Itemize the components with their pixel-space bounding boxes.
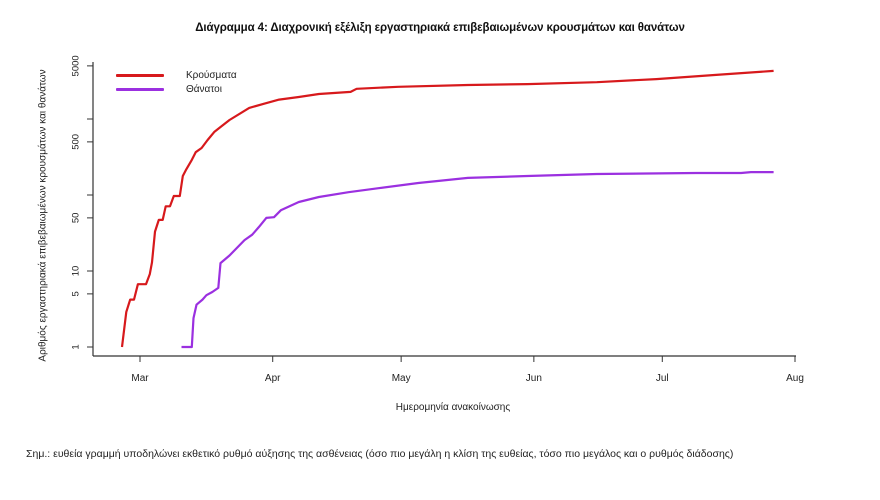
x-tick-label: Apr [265,373,281,384]
y-tick-label: 500 [71,134,82,150]
y-tick-label: 5 [71,291,82,296]
x-tick-label: Aug [786,373,804,384]
y-axis: 1 5 10 50 500 5000 [71,55,94,356]
y-tick-label: 50 [71,213,82,224]
cases-line [120,69,774,348]
x-tick-label: Mar [131,373,149,384]
legend: Κρούσματα Θάνατοι [116,68,237,96]
x-tick-label: Jul [656,373,669,384]
footnote: Σημ.: ευθεία γραμμή υποδηλώνει εκθετικό … [26,448,734,460]
x-axis-label: Ημερομηνία ανακοίνωσης [395,402,511,413]
legend-swatch-cases [116,73,164,77]
x-axis: Mar Apr May Jun Jul Aug [93,355,804,384]
legend-label-deaths: Θάνατοι [186,83,222,95]
y-tick-label: 10 [71,266,82,277]
x-tick-label: May [392,373,411,384]
legend-swatch-deaths [116,87,164,91]
legend-item-deaths: Θάνατοι [116,82,237,96]
deaths-line [181,171,774,349]
legend-label-cases: Κρούσματα [186,69,237,81]
chart-title: Διάγραμμα 4: Διαχρονική εξέλιξη εργαστηρ… [195,22,685,34]
y-tick-label: 5000 [71,55,82,76]
series-lines [120,69,774,349]
x-tick-label: Jun [526,373,542,384]
y-tick-label: 1 [71,344,82,349]
legend-item-cases: Κρούσματα [116,68,237,82]
